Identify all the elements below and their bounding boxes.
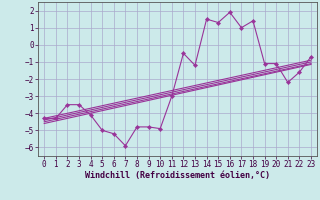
X-axis label: Windchill (Refroidissement éolien,°C): Windchill (Refroidissement éolien,°C) (85, 171, 270, 180)
